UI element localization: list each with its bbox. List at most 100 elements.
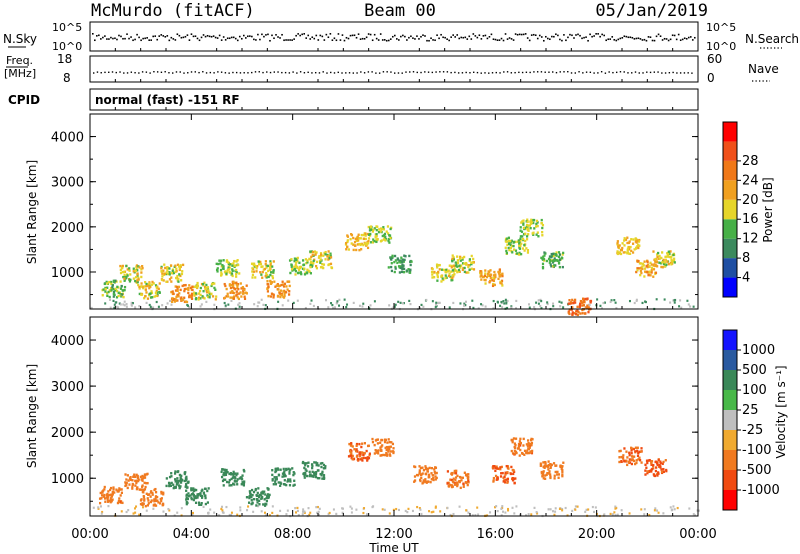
- echo-cell: [241, 292, 245, 295]
- nsky-point: [414, 38, 416, 40]
- nave-point: [277, 71, 279, 73]
- nsky-point: [261, 33, 263, 36]
- echo-cell: [235, 260, 238, 263]
- echo-cell: [231, 274, 234, 278]
- echo-cell: [542, 255, 545, 258]
- nave-point: [390, 71, 392, 73]
- echo-cell: [525, 235, 529, 238]
- echo-cell: [111, 287, 115, 291]
- echo-cell: [277, 468, 280, 471]
- echo-cell: [638, 267, 641, 270]
- nave-point: [375, 72, 377, 74]
- echo-cell: [436, 275, 439, 279]
- echo-cell: [182, 284, 186, 287]
- colorbar-swatch: [723, 141, 737, 161]
- echo-cell: [222, 478, 225, 481]
- echo-cell: [230, 290, 233, 294]
- echo-cell: [523, 453, 526, 457]
- echo-cell: [380, 227, 384, 231]
- echo-cell: [198, 289, 202, 293]
- echo-cell: [162, 269, 165, 272]
- echo-cell: [268, 493, 271, 497]
- echo-cell: [577, 310, 580, 314]
- nsky-point: [375, 37, 378, 40]
- echo-cell: [382, 238, 386, 241]
- ground-scatter-cell: [237, 303, 240, 306]
- echo-cell: [329, 254, 332, 258]
- echo-cell: [653, 474, 657, 478]
- echo-cell: [171, 297, 174, 300]
- echo-cell: [178, 473, 181, 477]
- echo-cell: [367, 233, 371, 236]
- nave-point: [141, 71, 144, 73]
- echo-cell: [304, 463, 307, 467]
- echo-cell: [357, 239, 360, 242]
- echo-cell: [328, 254, 331, 257]
- echo-cell: [293, 259, 296, 263]
- echo-cell: [583, 299, 586, 303]
- echo-cell: [386, 225, 390, 228]
- echo-cell: [626, 463, 629, 467]
- echo-cell: [104, 500, 107, 503]
- echo-cell: [631, 242, 635, 245]
- nsky-point: [557, 34, 559, 37]
- echo-cell: [176, 470, 179, 474]
- echo-cell: [236, 472, 239, 475]
- echo-cell: [250, 262, 254, 265]
- echo-cell: [561, 253, 564, 256]
- echo-cell: [659, 262, 663, 265]
- nave-point: [160, 71, 163, 73]
- ground-scatter-cell: [345, 305, 348, 309]
- echo-cell: [184, 300, 188, 303]
- nsky-point: [130, 36, 132, 38]
- echo-cell: [305, 261, 308, 265]
- ground-scatter-cell: [449, 513, 452, 517]
- nave-point: [552, 71, 554, 73]
- echo-cell: [228, 268, 231, 271]
- echo-cell: [485, 275, 489, 279]
- echo-cell: [266, 280, 269, 283]
- echo-cell: [261, 270, 264, 274]
- nave-point: [299, 71, 302, 73]
- echo-cell: [197, 292, 201, 295]
- echo-cell: [98, 497, 102, 500]
- nsky-point: [216, 37, 219, 39]
- echo-cell: [453, 471, 456, 474]
- echo-cell: [369, 232, 372, 236]
- ground-scatter-cell: [537, 302, 540, 305]
- echo-cell: [662, 470, 665, 473]
- echo-cell: [376, 442, 379, 445]
- echo-cell: [101, 294, 104, 297]
- echo-cell: [654, 260, 657, 263]
- nave-point: [371, 71, 373, 73]
- echo-cell: [310, 463, 314, 466]
- nave-point: [469, 72, 471, 74]
- echo-cell: [281, 280, 284, 283]
- nave-point: [676, 72, 678, 74]
- echo-cell: [468, 268, 471, 271]
- echo-cell: [257, 260, 260, 263]
- echo-cell: [452, 256, 455, 259]
- ground-scatter-cell: [477, 513, 480, 516]
- ground-scatter-cell: [687, 303, 690, 306]
- echo-cell: [269, 280, 272, 283]
- echo-cell: [529, 438, 533, 442]
- echo-cell: [543, 254, 546, 257]
- nsky-point: [396, 38, 398, 40]
- echo-cell: [162, 491, 165, 494]
- echo-cell: [219, 268, 223, 272]
- echo-cell: [541, 257, 544, 261]
- echo-cell: [617, 246, 620, 249]
- echo-cell: [455, 483, 458, 486]
- echo-cell: [618, 244, 621, 247]
- echo-cell: [267, 269, 270, 273]
- echo-cell: [162, 493, 165, 496]
- colorbar-swatch: [723, 390, 737, 410]
- echo-cell: [549, 263, 552, 266]
- nave-point: [661, 72, 663, 74]
- ground-scatter-cell: [392, 508, 395, 511]
- colorbar-swatch: [723, 277, 737, 297]
- nsky-point: [643, 38, 646, 41]
- echo-cell: [548, 463, 551, 467]
